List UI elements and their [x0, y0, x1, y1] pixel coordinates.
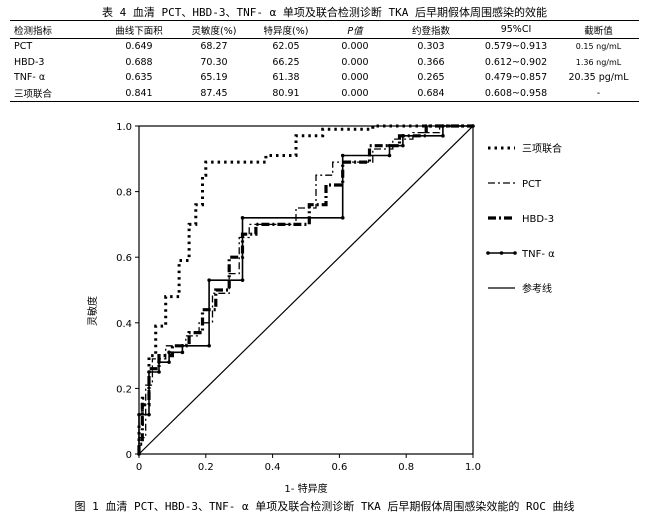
cell-sensitivity: 65.19: [200, 72, 228, 84]
tnf-point: [157, 370, 161, 374]
y-tick-label: 0.4: [116, 319, 132, 330]
legend-label: PCT: [522, 179, 542, 190]
tnf-point: [180, 343, 185, 348]
table-row: TNF- α 0.635 65.19 61.38 0.000 0.265 0.4…: [10, 70, 639, 86]
legend-marker: [486, 251, 490, 255]
series-line-1: [137, 124, 473, 454]
tnf-point: [401, 143, 405, 148]
tnf-point: [387, 143, 392, 148]
figure-caption: 图 1 血清 PCT、HBD-3、TNF- α 单项及联合检测诊断 TKA 后早…: [74, 500, 575, 513]
cell-auc: 0.841: [100, 85, 178, 102]
tnf-point: [147, 412, 151, 417]
header-sensitivity: 灵敏度(%): [178, 20, 250, 39]
cell-youden: 0.366: [417, 56, 445, 68]
cell-p-value: 0.000: [341, 41, 369, 53]
cell-indicator: 三项联合: [10, 85, 100, 102]
header-specificity: 特异度(%): [250, 20, 322, 39]
header-p-value: P值: [322, 20, 388, 39]
cell-youden: 0.684: [388, 85, 474, 102]
results-table: 检测指标 曲线下面积 灵敏度(%) 特异度(%) P值 约登指数 95%CI 截…: [10, 20, 639, 102]
series-line-3: [137, 124, 473, 454]
cell-cutoff: -: [558, 85, 639, 102]
x-tick-label: 0: [136, 462, 142, 473]
cell-ci: 0.479~0.857: [484, 72, 548, 84]
cell-cutoff: 0.15 ng/mL: [575, 42, 622, 52]
table-row: HBD-3 0.688 70.30 66.25 0.000 0.366 0.61…: [10, 55, 639, 71]
x-tick-label: 1.0: [465, 462, 481, 473]
cell-youden: 0.265: [417, 72, 445, 84]
cell-specificity: 80.91: [250, 85, 322, 102]
tnf-point: [401, 134, 405, 138]
cell-youden: 0.303: [417, 41, 445, 53]
cell-indicator: TNF- α: [14, 72, 46, 84]
cell-p-value: 0.000: [322, 85, 388, 102]
header-auc: 曲线下面积: [100, 20, 178, 39]
tnf-point: [180, 350, 185, 355]
cell-indicator: PCT: [14, 41, 33, 53]
legend-label: HBD-3: [522, 214, 554, 225]
cell-ci: 0.608~0.958: [474, 85, 558, 102]
cell-cutoff: 1.36 ng/mL: [575, 57, 622, 67]
legend-label: 参考线: [522, 282, 552, 295]
tnf-point: [340, 216, 345, 220]
x-tick-label: 0.2: [198, 462, 214, 473]
cell-specificity: 62.05: [272, 41, 300, 53]
x-tick-label: 0.6: [331, 462, 347, 473]
tnf-point: [441, 124, 445, 128]
header-ci: 95%CI: [474, 20, 558, 39]
cell-ci: 0.579~0.913: [484, 41, 548, 53]
header-youden: 约登指数: [388, 20, 474, 39]
x-tick-label: 0.4: [265, 462, 281, 473]
cell-auc: 0.688: [125, 56, 153, 68]
cell-specificity: 61.38: [272, 72, 300, 84]
cell-sensitivity: 87.45: [178, 85, 250, 102]
y-tick-label: 0.8: [116, 188, 132, 199]
legend-marker: [499, 251, 504, 255]
series-line-2: [138, 125, 473, 454]
series-line-5: [138, 125, 474, 455]
tnf-point: [340, 153, 345, 158]
tnf-point: [167, 350, 171, 355]
x-axis-label: 1- 特异度: [284, 482, 327, 495]
cell-sensitivity: 68.27: [200, 41, 228, 53]
y-tick-label: 0.2: [116, 384, 132, 395]
plot-frame: [138, 125, 474, 455]
tnf-point: [240, 278, 245, 282]
y-tick-label: 1.0: [116, 122, 132, 133]
tnf-point: [387, 153, 392, 158]
table-row: PCT 0.649 68.27 62.05 0.000 0.303 0.579~…: [10, 39, 639, 55]
tnf-point: [157, 360, 161, 364]
tnf-point: [147, 370, 151, 374]
cell-p-value: 0.000: [341, 72, 369, 84]
legend-label: TNF- α: [521, 249, 555, 260]
cell-ci: 0.612~0.902: [484, 56, 548, 68]
y-tick-label: 0.6: [116, 253, 132, 264]
y-tick-label: 0: [126, 450, 132, 461]
legend-marker: [513, 251, 517, 255]
legend-label: 三项联合: [522, 142, 562, 155]
cell-p-value: 0.000: [341, 56, 369, 68]
tnf-point: [441, 134, 445, 138]
header-indicator: 检测指标: [10, 20, 100, 39]
x-tick-label: 0.8: [398, 462, 414, 473]
cell-specificity: 66.25: [272, 56, 300, 68]
header-cutoff: 截断值: [558, 20, 639, 39]
cell-sensitivity: 70.30: [200, 56, 228, 68]
cell-auc: 0.649: [125, 41, 153, 53]
tnf-point: [137, 412, 141, 417]
table-row: 三项联合 0.841 87.45 80.91 0.000 0.684 0.608…: [10, 85, 639, 102]
cell-auc: 0.635: [125, 72, 153, 84]
table-header-row: 检测指标 曲线下面积 灵敏度(%) 特异度(%) P值 约登指数 95%CI 截…: [10, 20, 639, 39]
roc-chart: 0 0.2 0.4 0.6 0.8 1.0 0 0.2 0.4 0.6 0.8 1.0 三项联合 PCT…: [86, 122, 562, 495]
tnf-point: [167, 360, 171, 364]
tnf-point: [240, 216, 245, 220]
table-caption: 表 4 血清 PCT、HBD-3、TNF- α 单项及联合检测诊断 TKA 后早…: [102, 6, 547, 19]
cell-cutoff: 20.35 pg/mL: [568, 72, 629, 84]
y-axis-label: 灵敏度: [86, 296, 99, 326]
cell-indicator: HBD-3: [14, 56, 45, 68]
tnf-point: [207, 343, 211, 348]
tnf-point: [207, 278, 211, 282]
